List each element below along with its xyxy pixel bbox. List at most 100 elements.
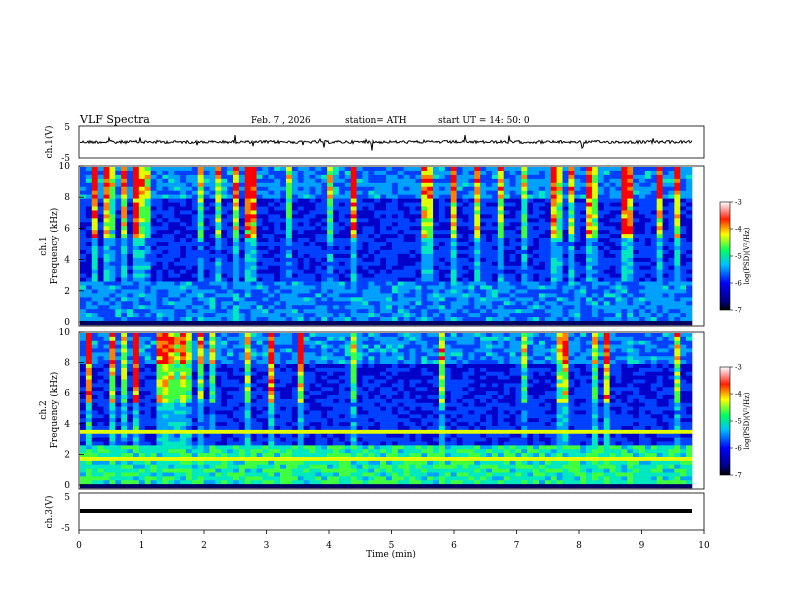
spectrogram-cell	[415, 178, 422, 184]
spectrogram-cell	[80, 202, 87, 207]
spectrogram-cell	[144, 336, 151, 342]
spectrogram-cell	[462, 333, 469, 338]
spectrogram-cell	[185, 202, 193, 207]
spectrogram-cell	[562, 253, 569, 259]
spectrogram-cell	[462, 218, 469, 223]
spectrogram-cell	[168, 206, 175, 211]
spectrogram-cell	[427, 242, 434, 247]
spectrogram-cell	[356, 170, 363, 176]
spectrogram-cell	[409, 269, 416, 274]
spectrogram-cell	[615, 234, 622, 239]
spectrogram-cell	[238, 178, 246, 184]
spectrogram-cell	[480, 253, 487, 259]
spectrogram-cell	[156, 356, 163, 361]
spectrogram-cell	[656, 333, 663, 338]
ch1-colorbar-label: log(PSD)(V²/Hz)	[743, 227, 751, 284]
spectrogram-cell	[268, 273, 275, 278]
spectrogram-cell	[356, 269, 363, 274]
spectrogram-cell	[591, 242, 599, 247]
spectrogram-cell	[491, 352, 499, 357]
spectrogram-cell	[233, 226, 240, 231]
spectrogram-cell	[386, 230, 393, 235]
spectrogram-cell	[109, 305, 116, 310]
spectrogram-cell	[497, 277, 504, 282]
spectrogram-cell	[580, 222, 587, 227]
spectrogram-cell	[680, 273, 687, 278]
spectrogram-cell	[115, 340, 122, 345]
spectrogram-cell	[327, 321, 334, 326]
spectrogram-cell	[291, 333, 299, 338]
spectrogram-cell	[285, 234, 293, 239]
spectrogram-cell	[686, 226, 693, 231]
spectrogram-cell	[303, 317, 310, 322]
spectrogram-cell	[144, 333, 151, 338]
spectrogram-cell	[438, 174, 446, 180]
spectrogram-cell	[209, 273, 216, 278]
spectrogram-cell	[544, 277, 552, 282]
spectrogram-cell	[127, 269, 134, 274]
spectrogram-cell	[244, 234, 251, 239]
spectrogram-cell	[244, 321, 251, 326]
spectrogram-cell	[132, 313, 140, 318]
spectrogram-cell	[686, 198, 693, 203]
spectrogram-cell	[391, 313, 399, 318]
spectrogram-cell	[556, 178, 563, 184]
spectrogram-cell	[127, 301, 134, 306]
spectrogram-cell	[562, 242, 569, 247]
spectrogram-cell	[597, 340, 605, 345]
spectrogram-cell	[150, 317, 157, 322]
spectrogram-cell	[650, 190, 657, 195]
spectrogram-cell	[197, 348, 204, 353]
spectrogram-cell	[574, 273, 581, 278]
spectrogram-cell	[297, 230, 304, 235]
spectrogram-cell	[350, 281, 357, 286]
spectrogram-cell	[91, 234, 98, 239]
spectrogram-cell	[438, 246, 446, 251]
spectrogram-cell	[132, 293, 140, 298]
spectrogram-cell	[274, 246, 281, 251]
spectrogram-cell	[138, 230, 146, 235]
spectrogram-cell	[115, 226, 122, 231]
spectrogram-cell	[562, 277, 569, 282]
spectrogram-cell	[662, 301, 669, 306]
spectrogram-cell	[497, 301, 504, 306]
spectrogram-cell	[233, 305, 240, 310]
spectrogram-cell	[486, 214, 493, 219]
spectrogram-cell	[550, 242, 557, 247]
spectrogram-cell	[644, 269, 652, 274]
spectrogram-cell	[650, 309, 657, 314]
spectrogram-cell	[409, 206, 416, 211]
spectrogram-cell	[644, 182, 652, 188]
spectrogram-cell	[297, 242, 304, 247]
spectrogram-cell	[444, 194, 452, 199]
spectrogram-cell	[409, 281, 416, 286]
spectrogram-cell	[109, 218, 116, 223]
spectrogram-cell	[197, 317, 204, 322]
spectrogram-cell	[127, 210, 134, 215]
spectrogram-cell	[121, 210, 128, 215]
spectrogram-cell	[397, 281, 404, 286]
spectrogram-cell	[474, 281, 481, 286]
spectrogram-cell	[280, 356, 287, 361]
spectrogram-cell	[150, 285, 157, 290]
spectrogram-cell	[109, 293, 116, 298]
spectrogram-cell	[356, 230, 363, 235]
spectrogram-cell	[662, 265, 669, 270]
spectrogram-cell	[256, 242, 263, 247]
spectrogram-cell	[168, 190, 175, 195]
spectrogram-cell	[503, 206, 510, 211]
spectrogram-cell	[468, 336, 475, 342]
spectrogram-cell	[521, 234, 528, 239]
spectrogram-cell	[527, 230, 534, 235]
spectrogram-cell	[621, 190, 628, 195]
spectrogram-cell	[662, 261, 669, 267]
spectrogram-cell	[539, 293, 546, 298]
spectrogram-cell	[268, 178, 275, 184]
spectrogram-cell	[627, 301, 634, 306]
spectrogram-cell	[262, 178, 269, 184]
spectrogram-cell	[209, 167, 216, 172]
spectrogram-cell	[162, 246, 169, 251]
spectrogram-cell	[515, 301, 522, 306]
spectrogram-cell	[562, 297, 569, 302]
spectrogram-cell	[168, 281, 175, 286]
